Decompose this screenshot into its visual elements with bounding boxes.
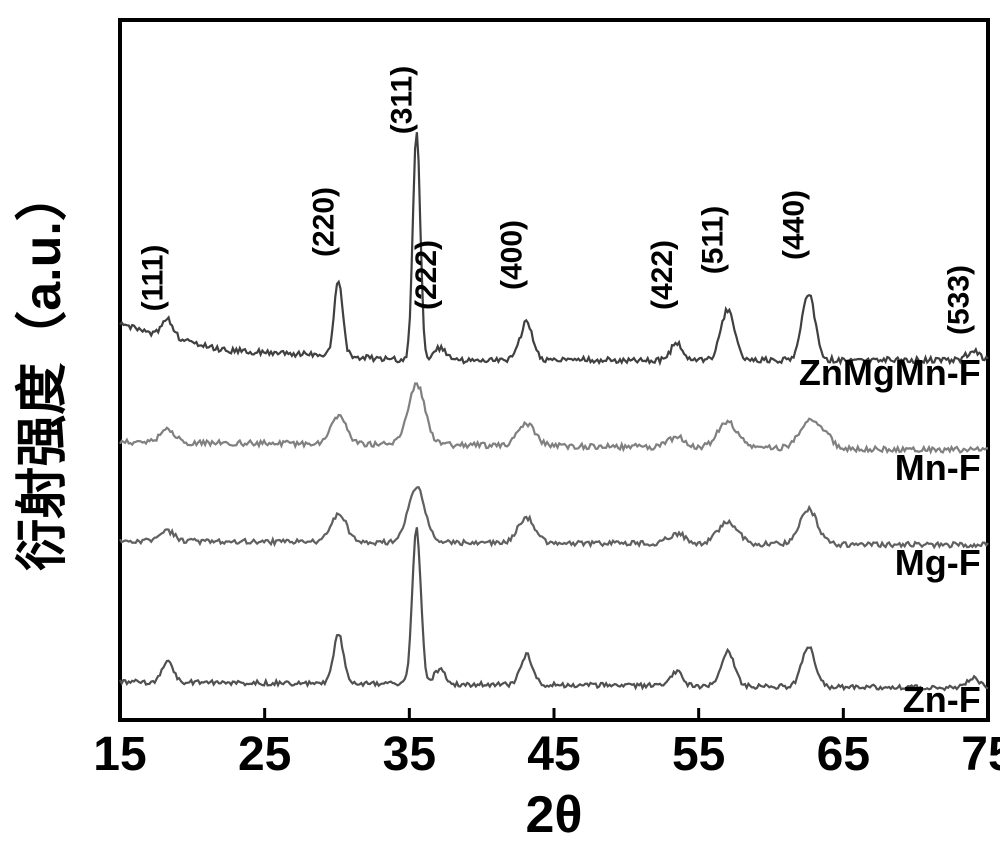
peak-label: (422) [646,240,679,310]
chart-svg: 15 25 35 45 55 65 75 (111) (220) (311) (222) (400)… [0,0,1000,862]
x-tick-label: 35 [383,728,436,781]
xrd-chart: 15 25 35 45 55 65 75 (111) (220) (311) (222) (400)… [0,0,1000,862]
series-Mg-F [120,487,988,547]
peak-label: (400) [496,220,529,290]
series-label-Mg-F: Mg-F [895,542,981,583]
x-tick-label: 55 [672,728,725,781]
series-ZnMgMn-F [120,132,988,363]
peak-label: (311) [386,66,419,134]
series-labels: ZnMgMn-F Mn-F Mg-F Zn-F [799,352,981,720]
series-group [120,132,988,690]
peak-label: (533) [943,265,976,335]
x-tick-label: 65 [817,728,870,781]
x-tick-label: 25 [238,728,291,781]
y-axis-title: 衍射强度（a.u.） [14,169,72,571]
peak-label: (440) [778,190,811,260]
series-Mn-F [120,384,988,453]
x-tick-label: 15 [93,728,146,781]
x-axis-title: 2θ [525,786,582,844]
series-label-ZnMgMn-F: ZnMgMn-F [799,352,981,393]
series-Zn-F [120,527,988,690]
x-tick-label: 75 [961,728,1000,781]
x-tick-label: 45 [527,728,580,781]
peak-label: (220) [307,187,340,257]
peak-label: (511) [697,206,730,274]
series-label-Zn-F: Zn-F [903,679,981,720]
peak-label: (111) [137,245,170,312]
series-label-Mn-F: Mn-F [895,447,981,488]
peak-label: (222) [410,240,443,310]
peak-labels: (111) (220) (311) (222) (400) (422) (511) (440)… [137,66,976,335]
